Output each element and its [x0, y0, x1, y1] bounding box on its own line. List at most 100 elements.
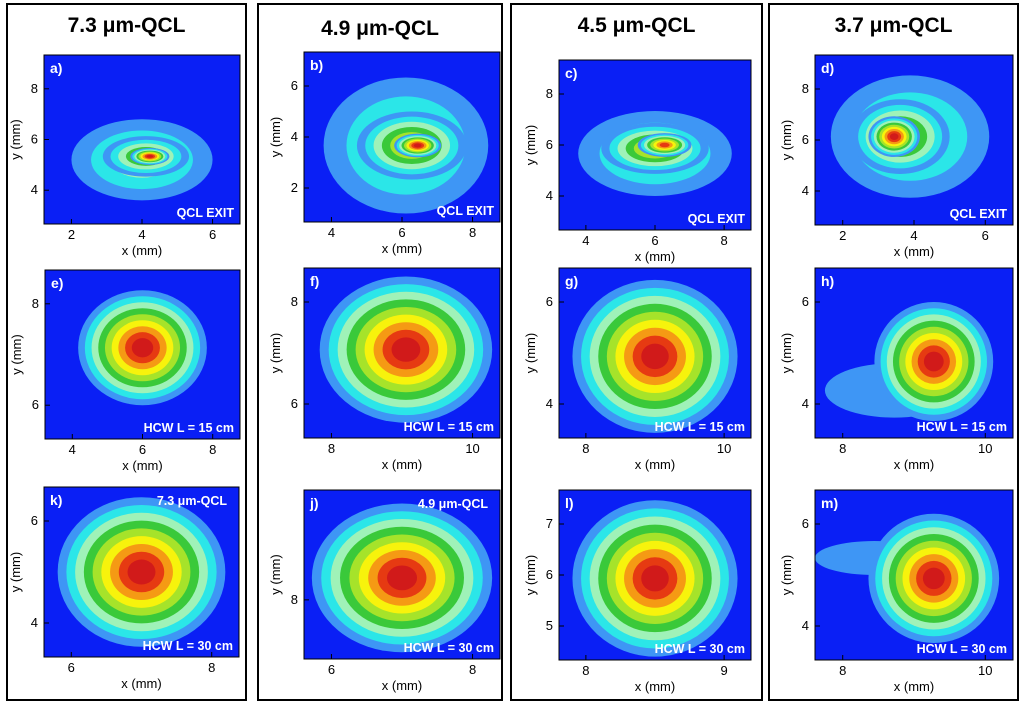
y-tick-label: 4 — [291, 129, 298, 144]
y-tick-label: 6 — [546, 137, 553, 152]
inset-label: 7.3 μm-QCL — [157, 494, 228, 508]
column-frame-3 — [510, 3, 763, 701]
panel-label: j) — [309, 495, 319, 511]
y-tick-label: 8 — [802, 81, 809, 96]
y-axis-label: y (mm) — [268, 333, 283, 373]
x-tick-label: 10 — [717, 441, 731, 456]
x-tick-label: 8 — [469, 225, 476, 240]
x-tick-label: 10 — [978, 663, 992, 678]
x-tick-label: 2 — [839, 228, 846, 243]
x-tick-label: 8 — [839, 663, 846, 678]
x-tick-label: 8 — [209, 442, 216, 457]
x-tick-label: 9 — [721, 663, 728, 678]
column-title-3: 4.5 μm-QCL — [578, 14, 696, 37]
x-tick-label: 8 — [582, 441, 589, 456]
x-tick-label: 8 — [839, 441, 846, 456]
y-axis-label: y (mm) — [523, 333, 538, 373]
contour-level — [386, 565, 418, 591]
x-axis-label: x (mm) — [382, 457, 422, 472]
panel-label: d) — [821, 60, 834, 76]
x-tick-label: 4 — [582, 233, 589, 248]
plot-frame — [558, 267, 752, 439]
y-tick-label: 6 — [32, 397, 39, 412]
y-tick-label: 8 — [291, 294, 298, 309]
y-tick-label: 6 — [802, 516, 809, 531]
panel-annotation: QCL EXIT — [688, 212, 746, 226]
x-tick-label: 4 — [138, 227, 145, 242]
contour-level — [131, 338, 154, 358]
x-tick-label: 6 — [139, 442, 146, 457]
panel-annotation: HCW L = 15 cm — [917, 420, 1007, 434]
panel-label: h) — [821, 273, 834, 289]
x-tick-label: 6 — [982, 228, 989, 243]
x-axis-label: x (mm) — [635, 679, 675, 694]
y-axis-label: y (mm) — [779, 120, 794, 160]
x-tick-label: 8 — [469, 662, 476, 677]
contour-level — [889, 133, 899, 141]
y-axis-label: y (mm) — [9, 334, 24, 374]
x-tick-label: 6 — [68, 660, 75, 675]
y-tick-label: 4 — [546, 396, 553, 411]
y-tick-label: 5 — [546, 618, 553, 633]
x-tick-label: 10 — [978, 441, 992, 456]
contour-level — [413, 143, 422, 148]
plot-frame — [814, 267, 1014, 439]
contour-level — [641, 565, 669, 592]
panel-label: k) — [50, 492, 62, 508]
column-frame-2 — [257, 3, 503, 701]
y-tick-label: 6 — [802, 132, 809, 147]
inset-label: 4.9 μm-QCL — [418, 497, 489, 511]
y-tick-label: 4 — [802, 396, 809, 411]
x-axis-label: x (mm) — [894, 244, 934, 259]
x-tick-label: 8 — [582, 663, 589, 678]
x-tick-label: 6 — [398, 225, 405, 240]
panel-label: b) — [310, 57, 323, 73]
plot-frame — [814, 489, 1014, 661]
x-tick-label: 8 — [328, 441, 335, 456]
y-axis-label: y (mm) — [523, 555, 538, 595]
panel-label: e) — [51, 275, 63, 291]
y-tick-label: 4 — [546, 188, 553, 203]
x-tick-label: 2 — [68, 227, 75, 242]
y-tick-label: 6 — [802, 294, 809, 309]
contour-level — [146, 154, 154, 158]
panel-label: c) — [565, 65, 577, 81]
panel-annotation: HCW L = 30 cm — [917, 642, 1007, 656]
y-tick-label: 2 — [291, 180, 298, 195]
y-tick-label: 4 — [31, 615, 38, 630]
column-title-2: 4.9 μm-QCL — [321, 17, 439, 40]
y-tick-label: 6 — [291, 78, 298, 93]
contour-level — [923, 351, 944, 372]
x-axis-label: x (mm) — [635, 457, 675, 472]
plot-frame — [303, 267, 501, 439]
panel-annotation: HCW L = 30 cm — [143, 639, 233, 653]
plot-frame — [43, 486, 240, 658]
x-axis-label: x (mm) — [382, 678, 422, 693]
x-axis-label: x (mm) — [121, 676, 161, 691]
plot-frame — [303, 489, 501, 660]
x-axis-label: x (mm) — [122, 458, 162, 473]
contour-level — [127, 559, 156, 585]
y-axis-label: y (mm) — [8, 552, 23, 592]
x-tick-label: 6 — [209, 227, 216, 242]
column-frame-4 — [768, 3, 1019, 701]
column-title-4: 3.7 μm-QCL — [835, 14, 953, 37]
x-axis-label: x (mm) — [894, 457, 934, 472]
panel-annotation: QCL EXIT — [950, 207, 1008, 221]
contour-level — [641, 343, 669, 370]
x-tick-label: 4 — [328, 225, 335, 240]
y-tick-label: 6 — [291, 396, 298, 411]
contour-level — [659, 142, 670, 148]
panel-annotation: HCW L = 15 cm — [655, 420, 745, 434]
y-tick-label: 4 — [802, 618, 809, 633]
y-axis-label: y (mm) — [8, 119, 23, 159]
x-axis-label: x (mm) — [894, 679, 934, 694]
panel-annotation: QCL EXIT — [437, 204, 495, 218]
x-tick-label: 6 — [651, 233, 658, 248]
panel-annotation: QCL EXIT — [177, 206, 235, 220]
y-axis-label: y (mm) — [268, 117, 283, 157]
y-tick-label: 7 — [546, 516, 553, 531]
x-tick-label: 6 — [328, 662, 335, 677]
contour-level — [922, 567, 945, 590]
y-axis-label: y (mm) — [523, 125, 538, 165]
